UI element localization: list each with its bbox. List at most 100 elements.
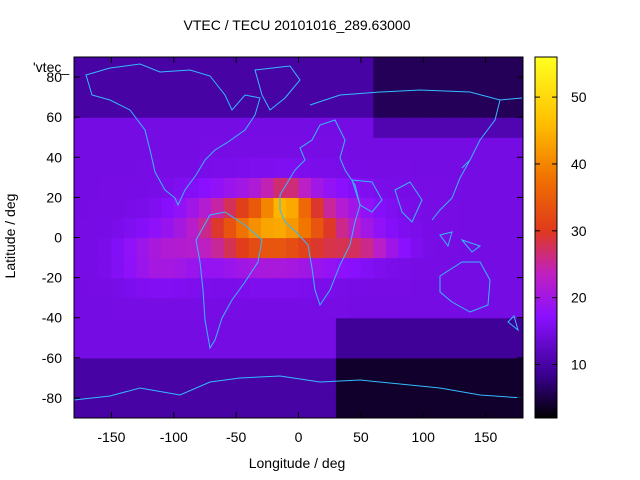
colorbar-tick-label: 20 bbox=[571, 290, 587, 306]
heatmap-cell bbox=[236, 317, 250, 339]
heatmap-cell bbox=[123, 177, 137, 198]
heatmap-cell bbox=[148, 257, 162, 279]
heatmap-cell bbox=[498, 217, 512, 239]
heatmap-cell bbox=[111, 177, 125, 198]
heatmap-cell bbox=[310, 317, 325, 339]
heatmap-cell bbox=[161, 217, 175, 239]
heatmap-cell bbox=[136, 397, 150, 418]
heatmap-cell bbox=[410, 77, 424, 98]
heatmap-cell bbox=[111, 197, 125, 219]
heatmap-cell bbox=[161, 97, 175, 118]
heatmap-cell bbox=[410, 117, 424, 138]
heatmap-cell bbox=[348, 297, 362, 319]
heatmap-cell bbox=[236, 377, 250, 399]
heatmap-cell bbox=[273, 97, 287, 118]
heatmap-cell bbox=[98, 77, 113, 98]
heatmap-cell bbox=[448, 237, 462, 259]
heatmap-cell bbox=[161, 397, 175, 418]
heatmap-cell bbox=[173, 157, 187, 178]
heatmap-cell bbox=[335, 157, 349, 178]
heatmap-cell bbox=[86, 277, 100, 299]
heatmap-cell bbox=[323, 377, 337, 399]
heatmap-cell bbox=[373, 297, 387, 319]
heatmap-cell bbox=[423, 377, 437, 399]
heatmap-cell bbox=[123, 257, 137, 279]
heatmap-cell bbox=[485, 257, 499, 279]
heatmap-cell bbox=[111, 237, 125, 259]
heatmap-cell bbox=[448, 97, 462, 118]
heatmap-cell bbox=[485, 397, 499, 418]
heatmap-cell bbox=[98, 377, 113, 399]
heatmap-cell bbox=[348, 97, 362, 118]
heatmap-cell bbox=[510, 317, 523, 339]
heatmap-cell bbox=[448, 397, 462, 418]
heatmap-cell bbox=[373, 317, 387, 339]
heatmap-cell bbox=[385, 337, 399, 359]
heatmap-cell bbox=[173, 357, 187, 379]
heatmap-cell bbox=[298, 117, 312, 138]
heatmap-cell bbox=[98, 397, 113, 418]
heatmap-cell bbox=[161, 237, 175, 259]
heatmap-cell bbox=[460, 117, 474, 138]
heatmap-cell bbox=[335, 197, 349, 219]
heatmap-cell bbox=[473, 157, 487, 178]
vtec-cells bbox=[74, 57, 523, 418]
heatmap-cell bbox=[435, 397, 449, 418]
heatmap-cell bbox=[448, 277, 462, 299]
heatmap-cell bbox=[460, 217, 474, 239]
heatmap-cell bbox=[323, 197, 337, 219]
y-tick-label: -60 bbox=[42, 350, 62, 366]
heatmap-cell bbox=[74, 137, 88, 158]
heatmap-cell bbox=[286, 377, 300, 399]
heatmap-cell bbox=[273, 157, 287, 178]
heatmap-cell bbox=[173, 257, 187, 279]
heatmap-cell bbox=[111, 137, 125, 158]
heatmap-cell bbox=[385, 257, 399, 279]
heatmap-cell bbox=[473, 377, 487, 399]
heatmap-cell bbox=[435, 157, 449, 178]
heatmap-cell bbox=[423, 197, 437, 219]
heatmap-cell bbox=[161, 337, 175, 359]
heatmap-cell bbox=[148, 157, 162, 178]
heatmap-cell bbox=[136, 257, 150, 279]
heatmap-cell bbox=[273, 77, 287, 98]
heatmap-cell bbox=[236, 337, 250, 359]
heatmap-cell bbox=[460, 257, 474, 279]
heatmap-cell bbox=[211, 157, 225, 178]
heatmap-cell bbox=[298, 397, 312, 418]
heatmap-cell bbox=[348, 137, 362, 158]
heatmap-cell bbox=[360, 117, 374, 138]
heatmap-cell bbox=[211, 297, 225, 319]
heatmap-cell bbox=[498, 97, 512, 118]
heatmap-cell bbox=[348, 377, 362, 399]
heatmap-cell bbox=[335, 57, 349, 78]
heatmap-cell bbox=[485, 177, 499, 198]
heatmap-cell bbox=[423, 157, 437, 178]
heatmap-cell bbox=[373, 277, 387, 299]
heatmap-cell bbox=[310, 377, 325, 399]
heatmap-cell bbox=[74, 397, 88, 418]
heatmap-cell bbox=[186, 337, 200, 359]
heatmap-cell bbox=[248, 237, 262, 259]
heatmap-cell bbox=[473, 197, 487, 219]
heatmap-cell bbox=[98, 217, 113, 239]
heatmap-cell bbox=[435, 77, 449, 98]
heatmap-cell bbox=[348, 397, 362, 418]
heatmap-cell bbox=[323, 297, 337, 319]
heatmap-cell bbox=[86, 177, 100, 198]
heatmap-cell bbox=[136, 317, 150, 339]
heatmap-cell bbox=[123, 297, 137, 319]
heatmap-cell bbox=[74, 177, 88, 198]
x-tick-label: -100 bbox=[160, 429, 188, 445]
heatmap-cell bbox=[460, 317, 474, 339]
heatmap-cell bbox=[198, 137, 212, 158]
heatmap-cell bbox=[510, 397, 523, 418]
heatmap-cell bbox=[86, 257, 100, 279]
heatmap-cell bbox=[111, 297, 125, 319]
coastlines bbox=[74, 63, 523, 401]
heatmap-cell bbox=[460, 97, 474, 118]
heatmap-cell bbox=[211, 257, 225, 279]
heatmap-cell bbox=[198, 337, 212, 359]
heatmap-cell bbox=[273, 237, 287, 259]
heatmap-cell bbox=[323, 357, 337, 379]
